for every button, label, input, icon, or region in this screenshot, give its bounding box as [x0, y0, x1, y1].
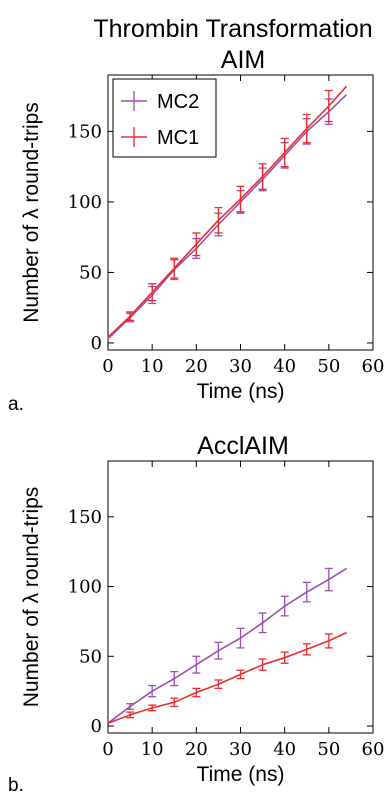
x-tick-label: 30 — [229, 356, 252, 377]
x-tick-label: 10 — [141, 739, 164, 760]
series-line-mc2 — [107, 567, 347, 724]
y-tick-label: 150 — [68, 121, 102, 142]
x-tick-label: 0 — [102, 739, 113, 760]
y-tick-label: 150 — [68, 507, 102, 528]
figure-title: Thrombin Transformation — [93, 15, 372, 43]
panel-b-label: b. — [8, 775, 24, 796]
panel-a-label: a. — [8, 394, 24, 415]
y-axis-label: Number of λ round-trips — [20, 102, 43, 323]
panel-b: AcclAIM b. 0 10 20 30 40 50 60 0 50 100 150 Time (n… — [8, 432, 384, 796]
x-tick-label: 40 — [273, 356, 296, 377]
y-tick-label: 50 — [79, 262, 102, 283]
y-tick-label: 0 — [91, 716, 102, 737]
series-line-mc1 — [107, 631, 347, 724]
y-axis-label: Number of λ round-trips — [20, 487, 43, 708]
legend-label-mc1: MC1 — [157, 127, 199, 149]
plot-a: 0 10 20 30 40 50 60 0 50 100 150 Time (ns) Number of… — [20, 74, 385, 403]
x-tick-label: 60 — [362, 739, 385, 760]
x-axis-label: Time (ns) — [197, 763, 285, 786]
y-tick-label: 100 — [68, 192, 102, 213]
x-tick-label: 40 — [273, 739, 296, 760]
legend-box — [112, 78, 217, 158]
x-tick-label: 50 — [317, 356, 340, 377]
panel-b-title: AcclAIM — [197, 432, 289, 460]
series-line-mc2 — [107, 94, 348, 340]
x-tick-label: 10 — [141, 356, 164, 377]
x-tick-label: 20 — [185, 739, 208, 760]
legend-label-mc2: MC2 — [157, 91, 199, 113]
x-tick-label: 0 — [102, 356, 113, 377]
y-tick-label: 0 — [91, 333, 102, 354]
series-line-mc1 — [107, 85, 348, 338]
x-tick-label: 20 — [185, 356, 208, 377]
y-tick-label: 100 — [68, 577, 102, 598]
panel-a-title: AIM — [221, 46, 265, 74]
x-tick-label: 50 — [317, 739, 340, 760]
panel-a: AIM a. 0 10 20 30 40 50 60 0 50 100 150 Time (ns) Nu… — [8, 46, 384, 415]
plot-b: 0 10 20 30 40 50 60 0 50 100 150 Time (ns) Number of… — [20, 460, 385, 786]
plot-frame — [107, 460, 374, 734]
y-tick-label: 50 — [79, 646, 102, 667]
x-tick-label: 60 — [362, 356, 385, 377]
x-axis-label: Time (ns) — [197, 380, 285, 403]
x-tick-label: 30 — [229, 739, 252, 760]
